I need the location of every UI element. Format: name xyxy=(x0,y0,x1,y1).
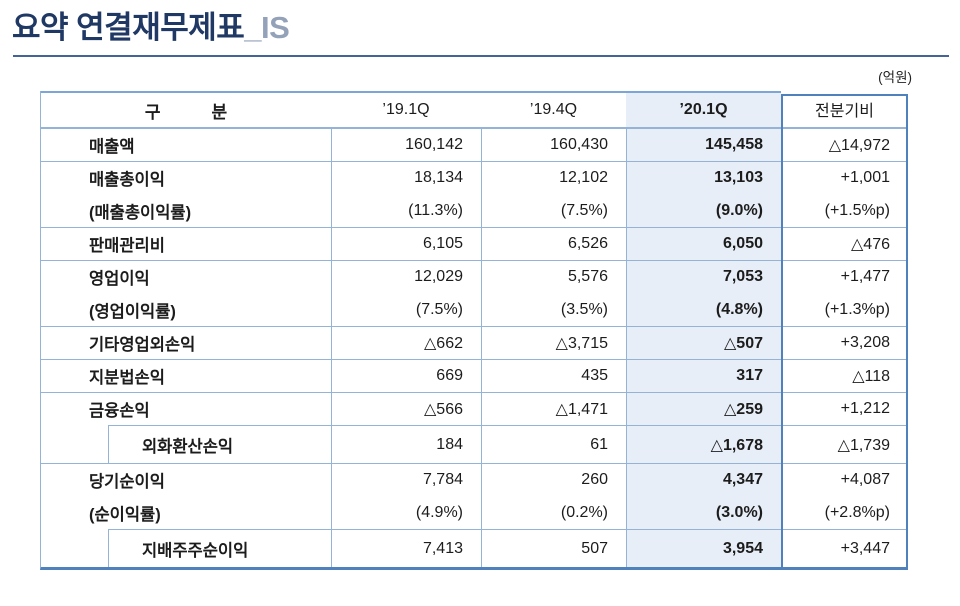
cell-value: (3.5%) xyxy=(481,293,626,326)
row-label: 지배주주순이익 xyxy=(108,529,331,567)
cell-value: 669 xyxy=(331,359,481,392)
row-label: (영업이익률) xyxy=(89,302,176,321)
financial-statement-table: 구 분 ’19.1Q ’19.4Q ’20.1Q 전분기비 매출액 160,142… xyxy=(41,91,908,567)
cell-value: 6,526 xyxy=(481,227,626,260)
row-label: 영업이익 xyxy=(41,260,331,293)
cell-value: △1,739 xyxy=(781,425,908,463)
indent-spacer xyxy=(41,529,108,567)
financial-table: 구 분 ’19.1Q ’19.4Q ’20.1Q 전분기비 매출액 160,142… xyxy=(40,91,908,570)
cell-value: +3,447 xyxy=(781,529,908,567)
table-body: 매출액 160,142 160,430 145,458 △14,972 매출총이익 18,1… xyxy=(41,128,908,567)
cell-value: △662 xyxy=(331,326,481,359)
cell-value: 317 xyxy=(626,359,781,392)
row-label: 당기순이익 xyxy=(41,463,331,496)
page-title-main: 요약 연결재무제표 xyxy=(12,10,245,45)
cell-value: △566 xyxy=(331,392,481,425)
cell-value: △259 xyxy=(626,392,781,425)
cell-value: 145,458 xyxy=(626,128,781,161)
cell-value: +3,208 xyxy=(781,326,908,359)
table-row: 영업이익 12,029 5,576 7,053 +1,477 xyxy=(41,260,908,293)
table-row: 당기순이익 7,784 260 4,347 +4,087 xyxy=(41,463,908,496)
cell-value: (4.9%) xyxy=(331,496,481,529)
row-label: 기타영업외손익 xyxy=(41,326,331,359)
cell-value: (+1.3%p) xyxy=(781,293,908,326)
header-category: 구 분 xyxy=(41,91,331,128)
row-label: 매출총이익 xyxy=(41,161,331,194)
cell-value: 61 xyxy=(481,425,626,463)
cell-value: 7,413 xyxy=(331,529,481,567)
table-header-row: 구 분 ’19.1Q ’19.4Q ’20.1Q 전분기비 xyxy=(41,91,908,128)
header-20-1q: ’20.1Q xyxy=(626,91,781,128)
cell-value: 6,105 xyxy=(331,227,481,260)
cell-value: +4,087 xyxy=(781,463,908,496)
cell-value: (11.3%) xyxy=(331,194,481,227)
cell-value: 6,050 xyxy=(626,227,781,260)
table-row-indented: 외화환산손익 184 61 △1,678 △1,739 xyxy=(41,425,908,463)
cell-value: 12,029 xyxy=(331,260,481,293)
cell-value: △118 xyxy=(781,359,908,392)
cell-value: (7.5%) xyxy=(331,293,481,326)
table-row: 매출액 160,142 160,430 145,458 △14,972 xyxy=(41,128,908,161)
cell-value: △476 xyxy=(781,227,908,260)
cell-value: (7.5%) xyxy=(481,194,626,227)
page-title: 요약 연결재무제표_IS xyxy=(12,2,290,47)
cell-value: 3,954 xyxy=(626,529,781,567)
header-qoq: 전분기비 xyxy=(781,91,908,128)
cell-value: 184 xyxy=(331,425,481,463)
cell-value: 160,142 xyxy=(331,128,481,161)
header-19-1q: ’19.1Q xyxy=(331,91,481,128)
row-label: 지분법손익 xyxy=(41,359,331,392)
cell-value: (+1.5%p) xyxy=(781,194,908,227)
row-label: 외화환산손익 xyxy=(108,425,331,463)
table-row: 기타영업외손익 △662 △3,715 △507 +3,208 xyxy=(41,326,908,359)
cell-value: 7,053 xyxy=(626,260,781,293)
cell-value: 13,103 xyxy=(626,161,781,194)
cell-value: 160,430 xyxy=(481,128,626,161)
cell-value: (+2.8%p) xyxy=(781,496,908,529)
table-row: 금융손익 △566 △1,471 △259 +1,212 xyxy=(41,392,908,425)
row-label: 매출액 xyxy=(41,128,331,161)
cell-value: +1,477 xyxy=(781,260,908,293)
table-row-indented: 지배주주순이익 7,413 507 3,954 +3,447 xyxy=(41,529,908,567)
row-label: 판매관리비 xyxy=(41,227,331,260)
cell-value: 18,134 xyxy=(331,161,481,194)
table-row: 판매관리비 6,105 6,526 6,050 △476 xyxy=(41,227,908,260)
cell-value: 4,347 xyxy=(626,463,781,496)
cell-value: 5,576 xyxy=(481,260,626,293)
table-row-rate: (영업이익률) (7.5%) (3.5%) (4.8%) (+1.3%p) xyxy=(41,293,908,326)
cell-value: △3,715 xyxy=(481,326,626,359)
cell-value: (0.2%) xyxy=(481,496,626,529)
table-row-rate: (매출총이익률) (11.3%) (7.5%) (9.0%) (+1.5%p) xyxy=(41,194,908,227)
table-row: 매출총이익 18,134 12,102 13,103 +1,001 xyxy=(41,161,908,194)
cell-value: 435 xyxy=(481,359,626,392)
cell-value: (3.0%) xyxy=(626,496,781,529)
header-19-4q: ’19.4Q xyxy=(481,91,626,128)
cell-value: 507 xyxy=(481,529,626,567)
page-title-suffix: _IS xyxy=(244,10,290,45)
cell-value: 7,784 xyxy=(331,463,481,496)
cell-value: △1,678 xyxy=(626,425,781,463)
cell-value: △507 xyxy=(626,326,781,359)
cell-value: 12,102 xyxy=(481,161,626,194)
row-label: (순이익률) xyxy=(89,505,161,524)
cell-value: △14,972 xyxy=(781,128,908,161)
cell-value: △1,471 xyxy=(481,392,626,425)
row-label: (매출총이익률) xyxy=(89,203,192,222)
cell-value: (9.0%) xyxy=(626,194,781,227)
row-label: 금융손익 xyxy=(41,392,331,425)
title-divider xyxy=(13,55,949,57)
table-row: 지분법손익 669 435 317 △118 xyxy=(41,359,908,392)
cell-value: 260 xyxy=(481,463,626,496)
cell-value: +1,212 xyxy=(781,392,908,425)
indent-spacer xyxy=(41,425,108,463)
cell-value: (4.8%) xyxy=(626,293,781,326)
unit-label: (억원) xyxy=(878,70,912,85)
cell-value: +1,001 xyxy=(781,161,908,194)
table-row-rate: (순이익률) (4.9%) (0.2%) (3.0%) (+2.8%p) xyxy=(41,496,908,529)
